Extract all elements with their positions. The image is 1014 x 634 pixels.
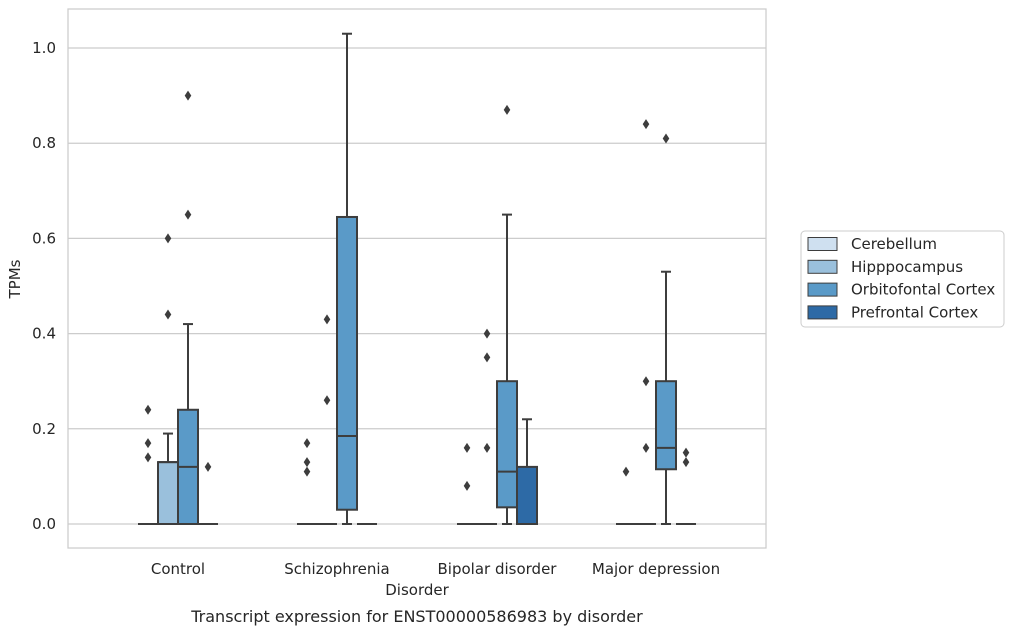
y-axis-ticks: 0.0 0.2 0.4 0.6 0.8 1.0 [32,39,56,533]
box-prefrontal-cortex [676,447,696,525]
x-tick-label: Bipolar disorder [438,560,558,578]
legend-swatch [807,237,838,251]
outlier-point [662,133,670,144]
outlier-point [303,438,311,449]
y-axis-label: TPMs [6,259,24,299]
outlier-point [483,328,491,339]
box-cerebellum [138,404,158,525]
outlier-point [642,119,650,130]
legend-label: Orbitofontal Cortex [851,281,995,299]
outlier-point [463,480,471,491]
outlier-point [144,438,152,449]
box-cerebellum [616,466,636,525]
outlier-point [642,376,650,387]
x-axis-label: Disorder [385,581,449,599]
outlier-point [642,442,650,453]
plot-boxes [138,32,696,526]
outlier-point [622,466,630,477]
box-cerebellum [297,438,317,525]
plot-area-frame [67,8,767,549]
legend-frame [800,230,1005,328]
y-tick-label: 0.8 [32,134,56,152]
box-hipppocampus [477,328,497,525]
box-prefrontal-cortex [198,461,218,525]
outlier-point [184,90,192,101]
box-orbitofontal-cortex [177,90,199,526]
outlier-point [144,452,152,463]
legend-label: Hipppocampus [851,258,963,276]
y-tick-label: 1.0 [32,39,56,57]
box-hipppocampus [317,314,337,525]
y-tick-label: 0.2 [32,420,56,438]
outlier-point [164,309,172,320]
outlier-point [682,447,690,458]
box-body [336,215,358,511]
outlier-point [483,442,491,453]
outlier-point [483,352,491,363]
x-tick-label: Control [151,560,205,578]
box-orbitofontal-cortex [655,133,677,525]
legend-swatch [807,282,838,297]
outlier-point [144,404,152,415]
outlier-point [682,457,690,468]
box-hipppocampus [636,119,656,525]
box-orbitofontal-cortex [336,32,358,525]
outlier-point [503,104,511,115]
outlier-point [303,457,311,468]
y-tick-label: 0.6 [32,229,56,247]
box-body [516,465,538,526]
x-axis-ticks: Control Schizophrenia Bipolar disorder Majo… [151,560,720,578]
outlier-point [164,233,172,244]
outlier-point [463,442,471,453]
legend-swatch [807,259,838,274]
legend: Cerebellum Hipppocampus Orbitofontal Corte… [800,230,1005,328]
chart-caption: Transcript expression for ENST0000058698… [190,607,643,626]
outlier-point [323,395,331,406]
legend-label: Prefrontal Cortex [851,303,978,321]
y-tick-label: 0.0 [32,515,56,533]
outlier-point [184,209,192,220]
legend-label: Cerebellum [851,235,937,253]
box-body [655,380,677,471]
y-tick-label: 0.4 [32,325,56,343]
box-hipppocampus [157,233,179,525]
box-body [496,380,518,509]
outlier-point [204,461,212,472]
box-cerebellum [457,442,477,525]
x-tick-label: Schizophrenia [284,560,389,578]
box-prefrontal-cortex [516,418,538,526]
legend-swatch [807,305,838,320]
box-orbitofontal-cortex [496,104,518,525]
box-body [157,461,179,525]
x-tick-label: Major depression [592,560,720,578]
outlier-point [323,314,331,325]
outlier-point [303,466,311,477]
